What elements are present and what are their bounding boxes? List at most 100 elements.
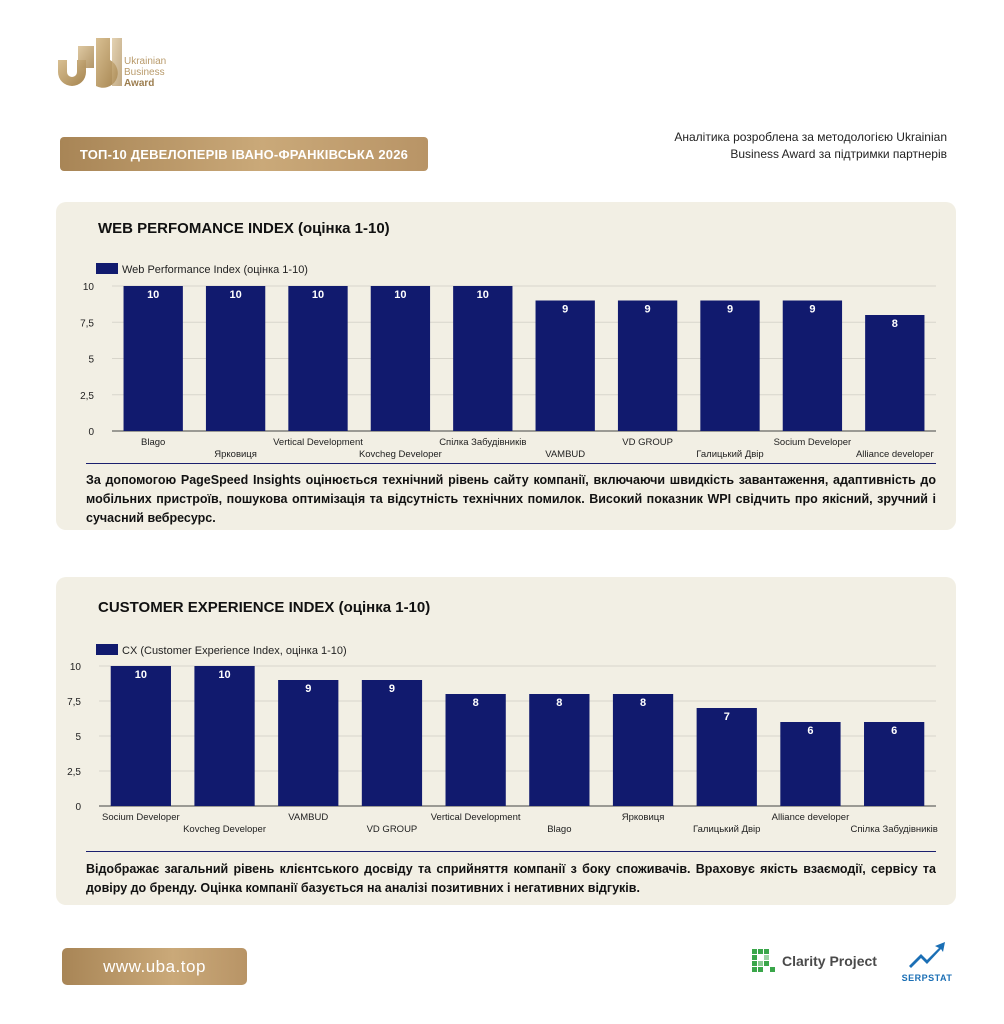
cx-divider: [86, 851, 936, 852]
x-tick-label: Ярковиця: [214, 449, 257, 460]
clarity-label: Clarity Project: [782, 953, 877, 969]
data-label: 8: [892, 318, 898, 330]
bar: [370, 286, 431, 431]
data-label: 10: [394, 289, 406, 301]
uba-logo: [58, 38, 122, 88]
bar: [361, 680, 423, 806]
bar: [278, 680, 339, 806]
bar: [529, 694, 590, 806]
x-tick-label: Галицький Двір: [693, 824, 760, 835]
y-tick-label: 5: [88, 355, 94, 366]
bar: [864, 722, 925, 806]
cx-panel: CUSTOMER EXPERIENCE INDEX (оцінка 1-10) …: [56, 577, 956, 905]
legend-label: Web Performance Index (оцінка 1-10): [122, 264, 308, 276]
legend-swatch: [96, 263, 118, 274]
bar: [453, 286, 513, 431]
x-tick-label: Blago: [141, 437, 165, 448]
bar: [780, 722, 841, 806]
y-tick-label: 2,5: [67, 767, 81, 778]
x-tick-label: VAMBUD: [288, 812, 328, 823]
data-label: 10: [229, 289, 241, 301]
data-label: 6: [807, 725, 813, 737]
logo-text: Ukrainian Business Award: [124, 56, 166, 89]
logo-line1: Ukrainian: [124, 56, 167, 67]
data-label: 9: [645, 304, 651, 316]
data-label: 8: [640, 697, 646, 709]
cx-chart-title: CUSTOMER EXPERIENCE INDEX (оцінка 1-10): [98, 599, 431, 616]
wpi-divider: [86, 463, 936, 464]
x-tick-label: Kovcheg Developer: [359, 449, 442, 460]
y-tick-label: 0: [88, 427, 94, 438]
legend-swatch: [96, 644, 118, 655]
data-label: 8: [473, 697, 479, 709]
data-label: 9: [562, 304, 568, 316]
x-tick-label: Спілка Забудівників: [439, 437, 526, 448]
x-tick-label: Socium Developer: [102, 812, 180, 823]
data-label: 9: [727, 304, 733, 316]
clarity-project-logo: Clarity Project: [752, 948, 877, 974]
x-tick-label: Alliance developer: [772, 812, 850, 823]
bar: [205, 286, 266, 431]
bar: [194, 666, 255, 806]
x-tick-label: Socium Developer: [774, 437, 852, 448]
note-line2: Business Award за підтримки партнерів: [730, 147, 947, 161]
serpstat-logo: SERPSTAT: [898, 940, 956, 983]
wpi-description: За допомогою PageSpeed Insights оцінюєть…: [86, 473, 936, 525]
bar: [535, 300, 595, 431]
y-tick-label: 5: [75, 732, 81, 743]
x-tick-label: Vertical Development: [431, 812, 521, 823]
bar: [445, 694, 506, 806]
y-tick-label: 7,5: [67, 697, 81, 708]
methodology-note: Аналітика розроблена за методологією Ukr…: [627, 129, 947, 163]
clarity-icon: [752, 949, 775, 972]
y-tick-label: 10: [70, 662, 82, 673]
bar: [696, 708, 757, 806]
bar: [110, 666, 171, 806]
bar: [700, 300, 760, 431]
x-tick-label: VAMBUD: [545, 449, 585, 460]
data-label: 9: [809, 304, 815, 316]
website-link[interactable]: www.uba.top: [62, 948, 247, 985]
y-tick-label: 7,5: [80, 318, 94, 329]
logo-line3: Award: [124, 78, 155, 89]
note-line1: Аналітика розроблена за методологією Ukr…: [674, 130, 947, 144]
data-label: 10: [218, 669, 230, 681]
x-tick-label: Галицький Двір: [696, 449, 763, 460]
cx-chart: CX (Customer Experience Index, оцінка 1-…: [67, 644, 938, 835]
bar: [617, 300, 678, 431]
x-tick-label: VD GROUP: [367, 824, 418, 835]
bar: [782, 300, 843, 431]
data-label: 10: [147, 289, 159, 301]
bar: [123, 286, 183, 431]
serpstat-label: SERPSTAT: [901, 973, 953, 983]
legend-label: CX (Customer Experience Index, оцінка 1-…: [122, 645, 347, 657]
bar: [865, 315, 925, 431]
x-tick-label: Blago: [547, 824, 571, 835]
data-label: 9: [305, 683, 311, 695]
y-tick-label: 10: [83, 282, 95, 293]
x-tick-label: Спілка Забудівників: [851, 824, 938, 835]
x-tick-label: Ярковиця: [622, 812, 665, 823]
wpi-chart: Web Performance Index (оцінка 1-10) 0 2,5 5…: [80, 263, 936, 460]
bar: [612, 694, 674, 806]
data-label: 10: [477, 289, 489, 301]
x-tick-label: Alliance developer: [856, 449, 934, 460]
data-label: 9: [389, 683, 395, 695]
x-tick-label: Kovcheg Developer: [183, 824, 266, 835]
cx-description: Відображає загальний рівень клієнтського…: [86, 862, 936, 895]
logo-line2: Business: [124, 67, 165, 78]
data-label: 10: [135, 669, 147, 681]
wpi-chart-title: WEB PERFOMANCE INDEX (оцінка 1-10): [98, 220, 390, 237]
wpi-panel: WEB PERFOMANCE INDEX (оцінка 1-10) Web P…: [56, 202, 956, 530]
x-tick-label: VD GROUP: [622, 437, 673, 448]
data-label: 7: [724, 711, 730, 723]
serpstat-icon: [909, 942, 945, 968]
bar: [288, 286, 348, 431]
data-label: 6: [891, 725, 897, 737]
y-tick-label: 2,5: [80, 391, 94, 402]
y-tick-label: 0: [75, 802, 81, 813]
data-label: 10: [312, 289, 324, 301]
data-label: 8: [556, 697, 562, 709]
x-tick-label: Vertical Development: [273, 437, 363, 448]
page-title: ТОП-10 ДЕВЕЛОПЕРІВ ІВАНО-ФРАНКІВСЬКА 202…: [60, 137, 428, 171]
